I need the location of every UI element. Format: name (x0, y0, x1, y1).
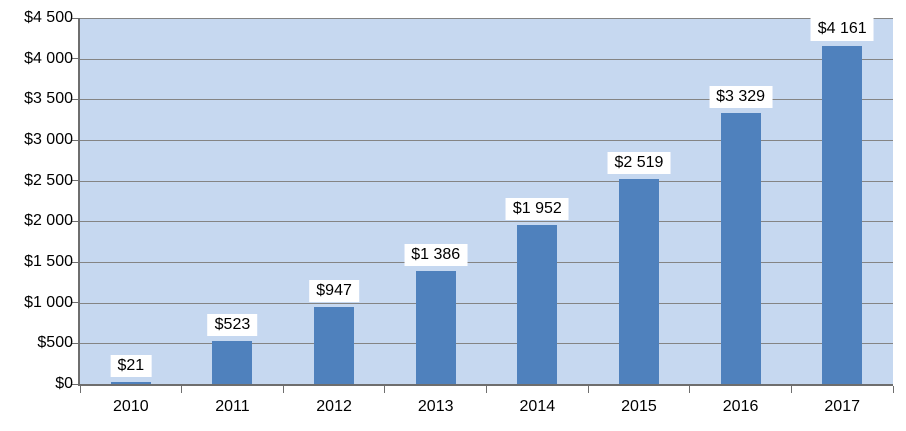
y-tick-label: $4 500 (24, 9, 73, 26)
x-tick-label: 2014 (519, 398, 556, 415)
y-axis-line (78, 18, 80, 386)
y-tick-label: $2 500 (24, 171, 73, 189)
bar-value-label: $947 (309, 279, 359, 302)
x-axis-tick (181, 386, 183, 393)
y-gridline (80, 221, 893, 223)
x-tick-label: 2016 (722, 398, 759, 415)
plot-area: $21 $523 $947 $1 386 $1 952 $2 519 $3 329 $4 16… (80, 18, 893, 384)
y-tick-label: $1 500 (24, 253, 73, 270)
bar-value-label: $1 952 (505, 197, 569, 221)
x-axis-tick (892, 386, 894, 393)
x-axis-tick (282, 386, 284, 393)
bar-value-label: $4 161 (810, 18, 874, 41)
bar-2010 (110, 382, 151, 384)
y-gridline (80, 58, 893, 60)
x-axis-tick (486, 386, 487, 393)
y-axis-tick (72, 98, 78, 100)
x-tick-label: 2012 (316, 398, 352, 415)
x-axis-tick (689, 386, 691, 393)
x-axis-tick (384, 386, 386, 393)
bar-value-label: $3 329 (709, 85, 773, 109)
bar-2013 (415, 271, 456, 384)
y-axis-tick (72, 58, 78, 60)
y-axis-tick (72, 261, 78, 263)
x-axis-tick (587, 386, 589, 393)
x-tick-label: 2017 (824, 398, 860, 415)
x-tick-label: 2010 (113, 398, 149, 415)
y-gridline (80, 180, 893, 182)
bar-2011 (212, 341, 253, 384)
y-tick-label: $4 000 (24, 49, 73, 67)
x-tick-label: 2013 (417, 398, 454, 415)
y-gridline (80, 343, 893, 345)
bar-value-label: $21 (110, 354, 152, 378)
y-axis-tick (72, 139, 78, 141)
y-axis-tick (72, 302, 78, 304)
x-axis-line (78, 384, 893, 386)
bar-2012 (314, 306, 355, 384)
y-axis-tick (72, 342, 78, 344)
bar-value-label: $1 386 (404, 243, 468, 267)
bar-2017 (822, 45, 863, 384)
y-axis-tick (72, 180, 78, 182)
x-tick-label: 2015 (621, 398, 657, 415)
y-gridline (80, 18, 893, 19)
y-gridline (80, 140, 893, 141)
bar-2014 (517, 225, 558, 384)
x-axis-tick (79, 386, 81, 393)
y-gridline (80, 99, 893, 101)
y-axis-tick (72, 17, 78, 19)
y-tick-label: $0 (55, 375, 73, 392)
y-tick-label: $500 (37, 334, 73, 352)
y-gridline (80, 262, 893, 263)
x-tick-label: 2011 (215, 398, 250, 415)
x-axis-tick (790, 386, 792, 393)
bar-2016 (720, 113, 761, 384)
y-tick-label: $1 000 (24, 293, 73, 311)
y-axis-tick (72, 220, 78, 222)
y-axis-tick (72, 383, 78, 385)
y-tick-label: $3 500 (24, 90, 73, 108)
bar-value-label: $523 (207, 314, 258, 337)
y-gridline (80, 302, 893, 304)
y-tick-label: $3 000 (24, 131, 73, 148)
bar-value-label: $2 519 (607, 151, 671, 175)
bar-2015 (618, 179, 659, 384)
y-tick-label: $2 000 (24, 212, 73, 230)
